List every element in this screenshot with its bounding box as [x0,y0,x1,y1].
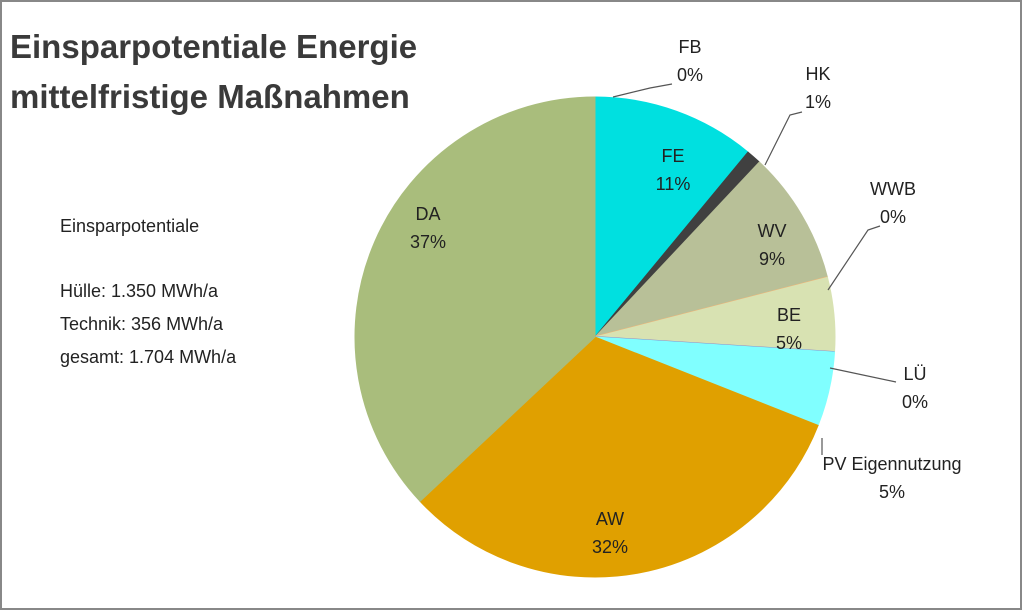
value-label: 5% [776,333,802,353]
value-label: 9% [759,249,785,269]
value-label: 32% [592,537,628,557]
pie-slice [594,96,749,339]
chart-title: Einsparpotentiale Energie [10,28,417,65]
slice-label: BE [777,305,801,325]
value-label: 37% [410,232,446,252]
annotation: Hülle: 1.350 MWh/a [60,281,219,301]
annotation: Technik: 356 MWh/a [60,314,224,334]
chart-title: mittelfristige Maßnahmen [10,78,410,115]
leader-line [827,225,881,291]
slice-label: PV Eigennutzung [822,454,961,474]
annotation: Einsparpotentiale [60,216,199,236]
value-label: 1% [805,92,831,112]
pie-slice [419,336,819,578]
pie-slice [593,161,829,338]
slice-label: FE [661,146,684,166]
slice-label: HK [805,64,830,84]
slice-label: DA [415,204,440,224]
slice-label: WV [758,221,787,241]
slice-label: LÜ [903,364,926,384]
leader-line [764,111,803,166]
value-label: 11% [656,174,691,194]
slice-label: FB [678,37,701,57]
slice-label: AW [596,509,624,529]
annotation: gesamt: 1.704 MWh/a [60,347,237,367]
slice-label: WWB [870,179,916,199]
leader-line [829,367,897,383]
leader-line [612,83,673,98]
pie-slice [354,96,596,502]
value-label: 0% [880,207,906,227]
value-label: 0% [902,392,928,412]
value-label: 0% [677,65,703,85]
value-label: 5% [879,482,905,502]
